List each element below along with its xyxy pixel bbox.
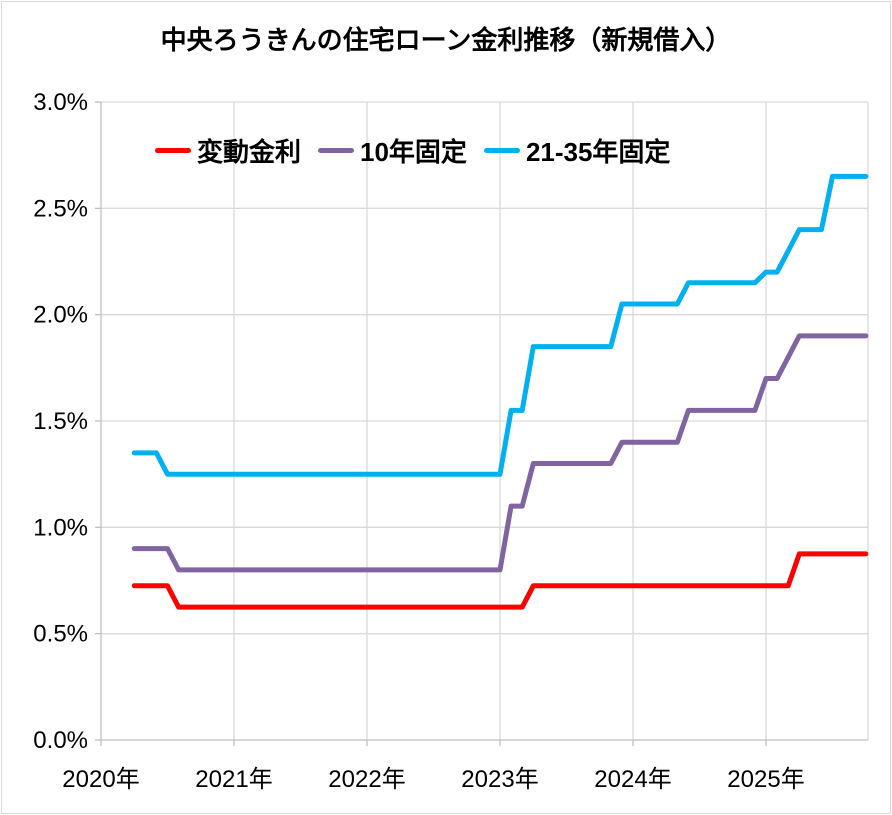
y-axis-label: 2.5% (33, 195, 88, 222)
gridlines (101, 101, 869, 740)
y-axis-label: 2.0% (33, 302, 88, 329)
x-axis-label: 2021年 (195, 766, 272, 793)
x-axis-label: 2023年 (461, 766, 538, 793)
legend-swatch-variable-rate (155, 147, 191, 153)
x-axis-label: 2025年 (727, 766, 804, 793)
x-axis-label: 2022年 (328, 766, 405, 793)
legend: 変動金利 10年固定 21-35年固定 (155, 133, 670, 167)
legend-swatch-21-35y-fixed (483, 147, 520, 153)
chart-title: 中央ろうきんの住宅ローン金利推移（新規借入） (160, 25, 732, 55)
y-axis-label: 0.0% (33, 727, 88, 754)
legend-label-10y-fixed: 10年固定 (360, 136, 467, 167)
series-line-21-35y-fixed (131, 173, 869, 477)
legend-label-21-35y-fixed: 21-35年固定 (525, 136, 671, 167)
legend-item-10y-fixed: 10年固定 (318, 132, 467, 169)
axes (95, 101, 868, 746)
legend-item-21-35y-fixed: 21-35年固定 (483, 132, 671, 169)
y-axis-label: 3.0% (33, 89, 88, 116)
y-axis-label: 1.5% (33, 408, 88, 435)
y-axis-label: 0.5% (33, 621, 88, 648)
series-line-10y-fixed (131, 333, 869, 573)
legend-swatch-10y-fixed (318, 147, 355, 153)
series-line-variable-rate (131, 551, 869, 610)
y-axis-label: 1.0% (33, 514, 88, 541)
x-axis-label: 2020年 (62, 766, 139, 793)
series-lines (131, 173, 869, 610)
legend-label-variable-rate: 変動金利 (197, 136, 302, 167)
axis-labels: 0.0% 0.5% 1.0% 1.5% 2.0% 2.5% 3.0% 2020年 2021年 20… (33, 89, 804, 793)
x-axis-label: 2024年 (594, 766, 671, 793)
legend-item-variable-rate: 変動金利 (155, 132, 301, 169)
